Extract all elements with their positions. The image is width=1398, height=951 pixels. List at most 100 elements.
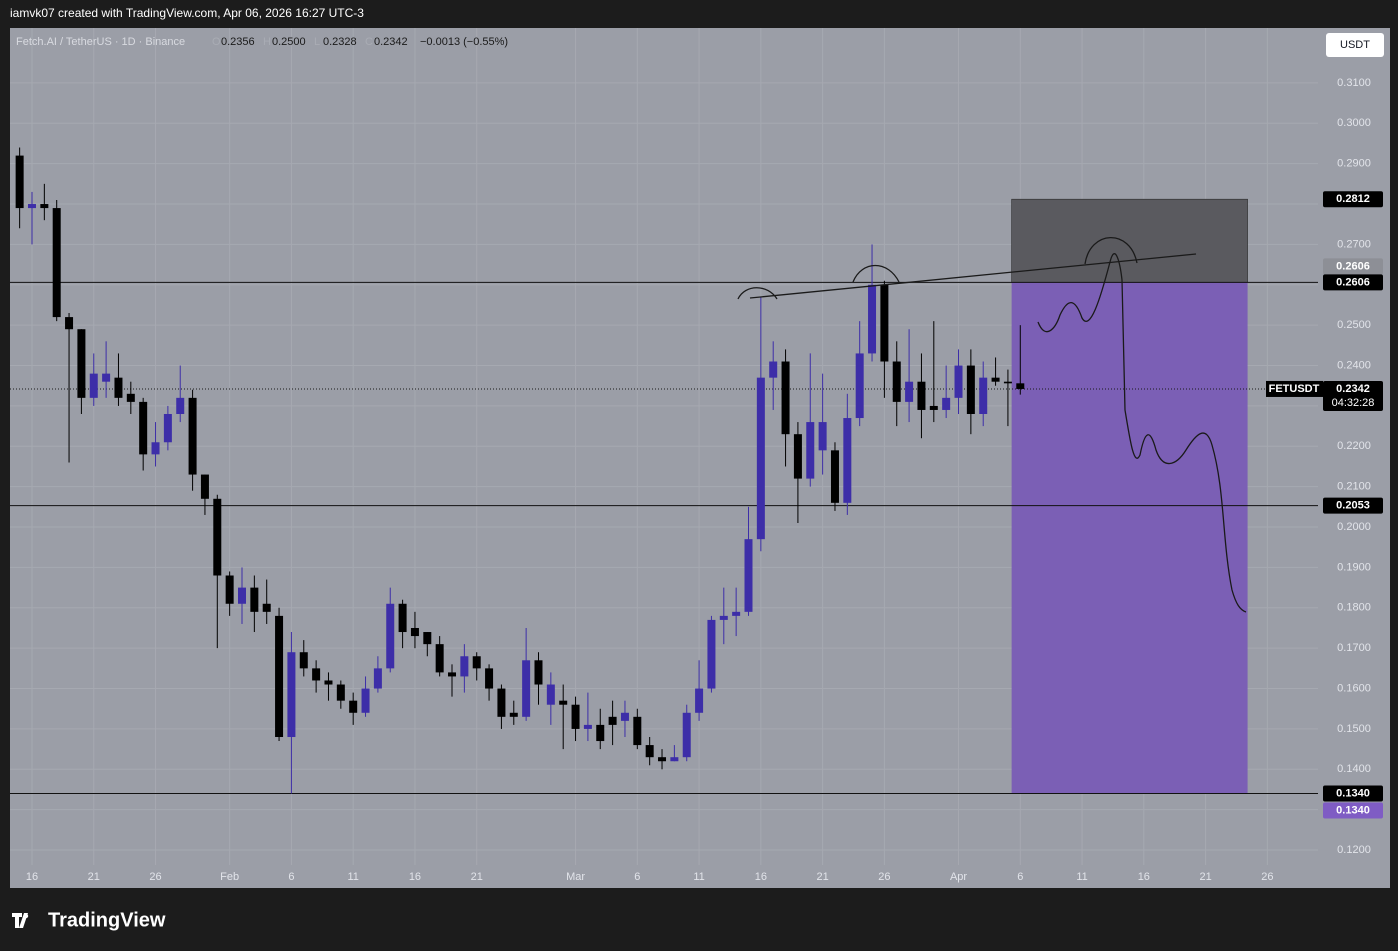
target-price-label: 0.1340 [1336,804,1370,816]
short-position [1011,198,1248,794]
x-tick-label: 26 [1261,871,1273,883]
candle-body [793,434,802,479]
candle-body [719,615,728,620]
candle-body [818,422,827,451]
candle-body [744,539,753,612]
candle-body [126,393,135,402]
target-zone [1011,282,1248,794]
y-tick-label: 0.2400 [1337,359,1371,371]
candle-body [1003,381,1012,384]
levels [10,281,1318,795]
candle-body [52,208,61,318]
x-tick-label: 16 [409,871,421,883]
candle-body [497,688,506,717]
countdown-label: 04:32:28 [1332,397,1375,409]
candle-body [991,377,1000,382]
arc [852,265,900,283]
candle-body [608,716,617,725]
candle-body [1016,383,1025,389]
candle-body [954,365,963,398]
y-tick-label: 0.1800 [1337,602,1371,614]
x-tick-label: 21 [88,871,100,883]
forecast-path [1037,253,1247,613]
legend-value: 0.2328 [323,36,357,48]
currency-button-label[interactable]: USDT [1340,39,1370,51]
candle-body [868,284,877,354]
trend-line [749,253,1197,299]
header: iamvk07 created with TradingView.com, Ap… [10,6,364,20]
last-price-box [1323,380,1383,411]
x-tick-label: 21 [816,871,828,883]
candle-body [163,413,172,443]
x-tick-label: 6 [1017,871,1023,883]
candle-body [756,377,765,540]
candle-body [89,373,98,398]
candle-body [361,688,370,713]
target-price-label-box [1323,802,1383,819]
legend-key: L [314,36,320,48]
candle-body [77,329,86,398]
candle-body [324,680,333,685]
candle-body [15,155,24,209]
logo-text: TradingView [48,909,166,931]
candle-body [522,660,531,717]
candle-body [830,450,839,503]
candle-body [448,672,457,677]
x-tick-label: 6 [634,871,640,883]
candle-body [485,668,494,689]
candle-body [620,712,629,721]
candle-body [979,377,988,414]
level-price-label-box [1323,274,1383,291]
symbol-box [1266,380,1323,397]
candle-body [435,644,444,673]
x-tick-label: 16 [1138,871,1150,883]
legend-key: C [365,36,373,48]
candle-body [534,660,543,685]
y-tick-label: 0.2200 [1337,440,1371,452]
candle-body [966,365,975,414]
legend-value: 0.2342 [374,36,408,48]
candle-body [250,587,259,612]
y-tick-label: 0.2500 [1337,319,1371,331]
candle-body [472,656,481,669]
level-price-label: 0.2606 [1336,276,1370,288]
entry-price-label: 0.2606 [1336,260,1370,272]
stop-zone [1011,198,1248,283]
legend-value: 0.2356 [221,36,255,48]
stop-price-label: 0.2812 [1336,193,1370,205]
y-tick-label: 0.3100 [1337,77,1371,89]
tradingview-logo: TradingView [12,909,166,931]
candle-body [176,397,185,414]
y-tick-label: 0.2700 [1337,238,1371,250]
currency-button[interactable] [1326,33,1384,57]
legend-value: 0.2500 [272,36,306,48]
x-tick-label: 11 [347,871,358,883]
candle-body [880,284,889,362]
level-price-label-box [1323,785,1383,802]
candle-body [262,603,271,612]
x-tick-label: Feb [220,871,239,883]
candle-body [658,757,667,762]
candle-body [682,712,691,758]
x-tick-label: 6 [288,871,294,883]
candle-body [546,684,555,705]
candle-body [571,704,580,729]
drawings [737,237,1247,613]
candle-body [188,397,197,475]
candle-body [732,611,741,616]
candle-body [695,688,704,713]
candle-body [559,700,568,705]
candle-body [114,377,123,398]
x-tick-label: 11 [693,871,704,883]
candle-body [410,627,419,637]
y-tick-label: 0.1500 [1337,723,1371,735]
candle-body [151,442,160,455]
level-price-label: 0.1340 [1336,787,1370,799]
candle-body [287,652,296,738]
x-tick-label: 21 [1199,871,1211,883]
y-tick-label: 0.1900 [1337,561,1371,573]
x-tick-label: 21 [471,871,483,883]
level-price-label-box [1323,497,1383,514]
candle-body [373,668,382,689]
